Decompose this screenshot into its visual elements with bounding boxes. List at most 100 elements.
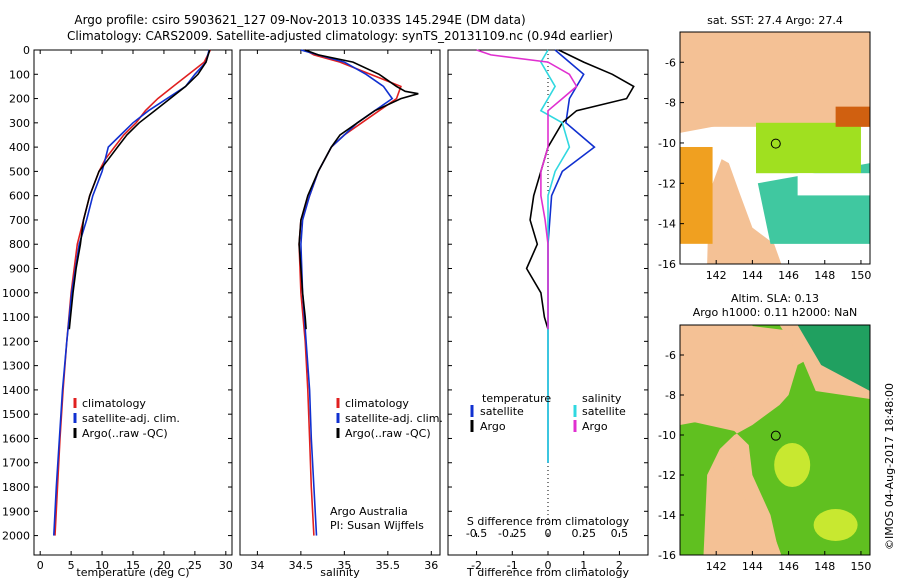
legend-label-t-argo: Argo bbox=[480, 420, 506, 433]
sst-mid-patch bbox=[756, 122, 861, 174]
difference-xlabel-t: T difference from climatology bbox=[466, 566, 629, 579]
x-tick-label: 34 bbox=[250, 559, 264, 572]
y-tick-label: -8 bbox=[665, 389, 676, 402]
y-tick-label: 2000 bbox=[2, 530, 30, 543]
x2-tick-label: 0 bbox=[545, 527, 552, 540]
legend-label-argo: Argo(..raw -QC) bbox=[345, 427, 431, 440]
sla-high-patch bbox=[813, 509, 858, 541]
x2-tick-label: -0.5 bbox=[466, 527, 487, 540]
series-line-argo---raw--qc- bbox=[68, 49, 211, 330]
x-tick-label: 148 bbox=[814, 269, 835, 282]
y-tick-label: -10 bbox=[658, 429, 676, 442]
x2-tick-label: 0.5 bbox=[611, 527, 629, 540]
y-tick-label: 200 bbox=[9, 93, 30, 106]
y-tick-label: 800 bbox=[9, 238, 30, 251]
sst-warm-patch bbox=[680, 146, 713, 244]
difference-plot: -2 -1 0 1 2 -0.5 -0.25 0 0.25 0.5 bbox=[448, 49, 648, 572]
sla-map-axes bbox=[679, 324, 871, 556]
y-tick-label: -8 bbox=[665, 97, 676, 110]
y-tick-label: -14 bbox=[658, 509, 676, 522]
y-tick-label: 1600 bbox=[2, 432, 30, 445]
series-line-satellite-adj--clim- bbox=[300, 49, 394, 536]
y-tick-label: -6 bbox=[665, 349, 676, 362]
y-tick-label: 1500 bbox=[2, 408, 30, 421]
x-tick-label: 35 bbox=[337, 559, 351, 572]
sla-map-title: Altim. SLA: 0.13 bbox=[731, 292, 819, 305]
series-line-satellite-adj--clim- bbox=[53, 49, 210, 536]
sst-map-axes bbox=[679, 31, 871, 265]
difference-legend: temperature salinity satellite Argo sate… bbox=[470, 392, 626, 433]
temperature-plot: 0100200300400500600700800900100011001200… bbox=[2, 44, 233, 572]
sla-map: 142 144 146 148 150 -6 -8 -10 -12 -14 -16 bbox=[658, 325, 871, 573]
salinity-legend: climatology satellite-adj. clim. Argo(..… bbox=[336, 397, 443, 440]
y-tick-label: 400 bbox=[9, 141, 30, 154]
y-tick-label: -16 bbox=[658, 258, 676, 271]
x-tick-label: 150 bbox=[850, 269, 871, 282]
series-line-t-argo bbox=[525, 49, 635, 330]
x-tick-label: 144 bbox=[742, 269, 763, 282]
x-tick-label: -2 bbox=[471, 559, 482, 572]
y-tick-label: 1800 bbox=[2, 481, 30, 494]
x-tick-label: 35.5 bbox=[376, 559, 401, 572]
y-tick-label: -16 bbox=[658, 549, 676, 562]
y-tick-label: -14 bbox=[658, 218, 676, 231]
difference-xlabel-s: S difference from climatology bbox=[467, 515, 630, 528]
y-tick-label: 1700 bbox=[2, 457, 30, 470]
legend-label-climatology: climatology bbox=[82, 397, 146, 410]
temperature-legend: climatology satellite-adj. clim. Argo(..… bbox=[73, 397, 180, 440]
x-tick-label: 0 bbox=[37, 559, 44, 572]
argo-position-marker bbox=[770, 138, 781, 149]
y-tick-label: -6 bbox=[665, 56, 676, 69]
png-land bbox=[680, 32, 762, 133]
y-tick-label: 100 bbox=[9, 68, 30, 81]
y-tick-label: -12 bbox=[658, 469, 676, 482]
x-tick-label: 0 bbox=[545, 559, 552, 572]
salinity-annotation-2: PI: Susan Wijffels bbox=[330, 519, 424, 532]
legend-label-satellite: satellite-adj. clim. bbox=[345, 412, 443, 425]
x-tick-label: 20 bbox=[157, 559, 171, 572]
y-tick-label: 600 bbox=[9, 190, 30, 203]
x-tick-label: 144 bbox=[742, 560, 763, 573]
y-tick-label: 1100 bbox=[2, 311, 30, 324]
x-tick-label: 142 bbox=[706, 269, 727, 282]
x2-tick-label: 0.25 bbox=[571, 527, 596, 540]
y-tick-label: 1400 bbox=[2, 384, 30, 397]
x-tick-label: -1 bbox=[507, 559, 518, 572]
sst-hot-patch bbox=[835, 106, 870, 127]
sla-high-patch bbox=[774, 443, 811, 487]
x-tick-label: 15 bbox=[126, 559, 140, 572]
x-tick-label: 146 bbox=[778, 269, 799, 282]
title-line-2: Climatology: CARS2009. Satellite-adjuste… bbox=[67, 29, 613, 43]
x-tick-label: 25 bbox=[188, 559, 202, 572]
y-tick-label: 900 bbox=[9, 263, 30, 276]
x-tick-label: 36 bbox=[424, 559, 438, 572]
series-line-argo---raw--qc- bbox=[298, 49, 419, 330]
argo-position-marker bbox=[770, 430, 781, 441]
australia-land bbox=[707, 159, 782, 264]
legend-label-satellite: satellite-adj. clim. bbox=[82, 412, 180, 425]
series-line-s-satellite bbox=[539, 49, 571, 463]
y-tick-label: 1000 bbox=[2, 287, 30, 300]
png-land bbox=[680, 325, 762, 425]
salinity-annotation-1: Argo Australia bbox=[330, 505, 408, 518]
y-tick-label: 1300 bbox=[2, 360, 30, 373]
x-tick-label: 10 bbox=[95, 559, 109, 572]
legend-header-temperature: temperature bbox=[482, 392, 551, 405]
salinity-xlabel: salinity bbox=[320, 566, 360, 579]
series-line-s-argo bbox=[476, 49, 578, 330]
y-tick-label: 700 bbox=[9, 214, 30, 227]
sla-map-subtitle: Argo h1000: 0.11 h2000: NaN bbox=[693, 306, 858, 319]
y-tick-label: -12 bbox=[658, 177, 676, 190]
x-tick-label: 1 bbox=[580, 559, 587, 572]
y-tick-label: 1900 bbox=[2, 505, 30, 518]
australia-land bbox=[707, 451, 782, 555]
x2-tick-label: -0.25 bbox=[498, 527, 526, 540]
x-tick-label: 5 bbox=[68, 559, 75, 572]
x-tick-label: 148 bbox=[814, 560, 835, 573]
legend-label-argo: Argo(..raw -QC) bbox=[82, 427, 168, 440]
y-tick-label: -10 bbox=[658, 137, 676, 150]
series-line-climatology bbox=[298, 49, 402, 536]
legend-header-salinity: salinity bbox=[582, 392, 622, 405]
x-tick-label: 146 bbox=[778, 560, 799, 573]
sst-map: 142 144 146 148 150 -6 -8 -10 -12 -14 -16 bbox=[658, 32, 871, 282]
